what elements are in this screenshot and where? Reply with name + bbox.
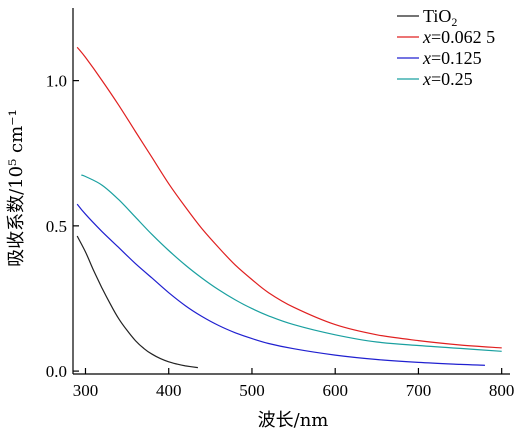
legend-label-0: TiO2	[423, 6, 457, 29]
legend-label-2: x=0.125	[422, 48, 482, 68]
legend-label-3: x=0.25	[422, 69, 473, 89]
x-tick-label: 500	[239, 381, 265, 400]
x-tick-label: 800	[489, 381, 515, 400]
y-tick-label: 0.5	[46, 217, 67, 236]
axes: 300 400 500 600 700 800 0.0 0.5 1.0	[46, 8, 515, 400]
series-line-0	[76, 235, 198, 369]
series-line-1	[76, 46, 502, 349]
x-axis-title: 波长/nm	[258, 410, 329, 431]
y-tick-label: 1.0	[46, 72, 67, 91]
series-line-3	[81, 174, 502, 352]
y-tick-label: 0.0	[46, 362, 67, 381]
x-tick-label: 600	[322, 381, 348, 400]
series-line-2	[76, 203, 486, 366]
x-tick-label: 700	[406, 381, 432, 400]
x-tick-label: 300	[73, 381, 99, 400]
x-tick-label: 400	[156, 381, 182, 400]
legend-label-1: x=0.062 5	[422, 27, 495, 47]
curves	[76, 46, 502, 369]
y-axis-title: 吸收系数/10⁵ cm⁻¹	[6, 109, 27, 267]
